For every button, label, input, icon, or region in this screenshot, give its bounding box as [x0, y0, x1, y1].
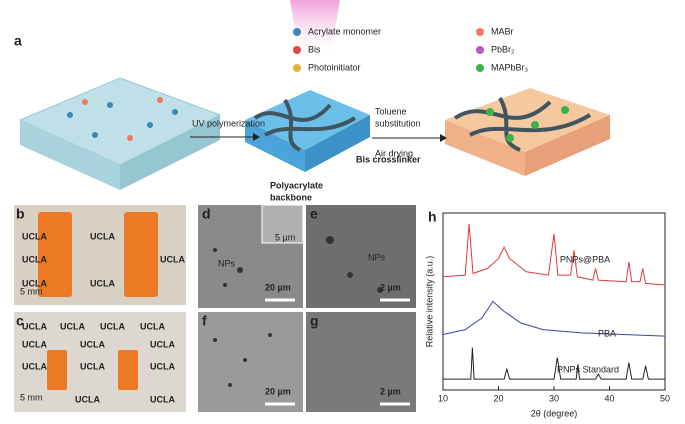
series-label: PNPs@PBA	[560, 254, 610, 264]
photo-text: UCLA	[100, 321, 125, 331]
photo-text: UCLA	[75, 394, 100, 404]
scale-bar-label: 20 µm	[265, 282, 291, 292]
annotation: Bis crosslinker	[356, 154, 421, 164]
panel-label: e	[310, 206, 318, 222]
panel-label: c	[16, 313, 24, 329]
series-label: PBA	[598, 328, 616, 338]
x-tick-label: 20	[493, 393, 503, 403]
sem-inset	[261, 204, 304, 244]
gel-side	[120, 115, 220, 190]
legend-label: PbBr₂	[491, 44, 515, 54]
scale-bar-label: 5 mm	[20, 392, 43, 402]
y-axis-label: Relative intensity (a.u.)	[424, 256, 434, 348]
panel-label: d	[202, 206, 211, 222]
x-tick-label: 10	[438, 393, 448, 403]
scale-bar-label: 5 µm	[275, 232, 295, 242]
photo-c	[14, 312, 186, 412]
photo-text: UCLA	[90, 231, 115, 241]
x-tick-label: 40	[604, 393, 614, 403]
plot-frame	[442, 212, 666, 391]
legend-swatch	[293, 28, 301, 36]
sample	[38, 212, 72, 297]
sample	[47, 350, 67, 390]
sample	[124, 212, 158, 297]
legend-swatch	[293, 64, 301, 72]
photo-text: UCLA	[140, 321, 165, 331]
polymer-chain	[453, 97, 592, 152]
photo-text: UCLA	[90, 278, 115, 288]
scale-bar-label: 5 mm	[20, 286, 43, 296]
panel-label: a	[14, 33, 22, 49]
annotation: backbone	[270, 192, 312, 202]
annotation: NPs	[368, 252, 386, 262]
sample	[118, 350, 138, 390]
legend-swatch	[476, 64, 484, 72]
photo-text: UCLA	[80, 339, 105, 349]
photo-text: UCLA	[80, 361, 105, 371]
polymer-chain	[253, 98, 357, 152]
x-axis-label: 2θ (degree)	[531, 408, 578, 418]
uv-light	[290, 0, 340, 60]
step-label: UV polymerization	[192, 118, 265, 128]
photo-text: UCLA	[22, 254, 47, 264]
legend-swatch	[476, 46, 484, 54]
photo-text: UCLA	[22, 278, 47, 288]
sem-g	[306, 312, 416, 412]
photo-text: UCLA	[22, 339, 47, 349]
step-label: Toluene	[375, 106, 407, 116]
scale-bar-label: 2 µm	[380, 282, 401, 292]
gel-side	[525, 115, 610, 176]
series-line	[442, 300, 666, 337]
mabr	[82, 97, 163, 141]
gel-top	[445, 88, 610, 152]
x-tick-label: 50	[660, 393, 670, 403]
sem-f	[198, 312, 303, 412]
photo-text: UCLA	[60, 321, 85, 331]
photo-text: UCLA	[160, 254, 185, 264]
scale-bar-label: 20 µm	[265, 386, 291, 396]
gel-side	[245, 120, 305, 172]
sem-e	[306, 205, 416, 308]
annotation: Polyacrylate	[270, 180, 323, 190]
panel-label: b	[16, 206, 25, 222]
arrowhead	[440, 134, 447, 142]
scale-bar-label: 2 µm	[380, 386, 401, 396]
series-line	[443, 347, 665, 380]
legend-label: MAPbBr₃	[491, 62, 529, 72]
legend-label: Acrylate monomer	[308, 26, 381, 36]
step-label: substitution	[375, 118, 421, 128]
arrowhead	[253, 133, 260, 141]
gel-side	[20, 120, 120, 190]
monomers	[67, 102, 178, 138]
step-label: Air drying	[375, 148, 413, 158]
panel-label: f	[202, 313, 207, 329]
photo-text: UCLA	[22, 231, 47, 241]
legend-swatch	[293, 46, 301, 54]
panel-label: h	[428, 209, 437, 225]
legend-swatch	[476, 28, 484, 36]
nanoparticles	[486, 106, 569, 142]
photo-text: UCLA	[150, 361, 175, 371]
photo-text: UCLA	[22, 361, 47, 371]
gel-side	[305, 115, 370, 172]
photo-text: UCLA	[22, 321, 47, 331]
legend-label: MABr	[491, 26, 514, 36]
series-line	[442, 223, 666, 286]
annotation: NPs	[218, 258, 236, 268]
photo-text: UCLA	[150, 339, 175, 349]
legend-label: Bis	[308, 44, 321, 54]
series-label: PNPs Standard	[557, 364, 619, 374]
pores	[213, 236, 383, 387]
legend-label: Photoinitiator	[308, 62, 361, 72]
panel-label: g	[310, 313, 319, 329]
gel-side	[445, 120, 525, 176]
x-tick-label: 30	[549, 393, 559, 403]
photo-text: UCLA	[150, 394, 175, 404]
